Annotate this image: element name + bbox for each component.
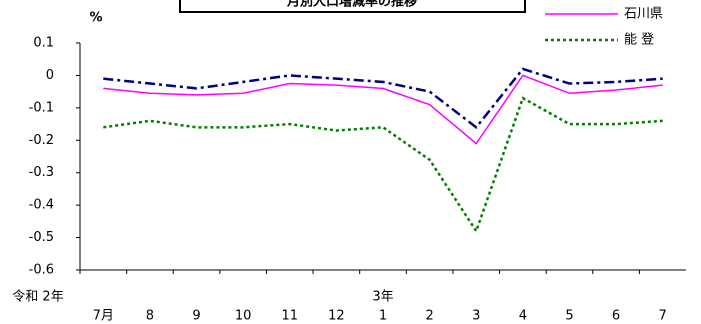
y-tick-label: -0.1 xyxy=(29,100,54,115)
year-label: 令和 2年 xyxy=(12,290,63,305)
x-tick-label: 12 xyxy=(328,309,345,324)
x-tick-label: 1 xyxy=(379,309,387,324)
year-label: 3年 xyxy=(372,290,393,305)
x-tick-label: 9 xyxy=(192,309,200,324)
chart-title: 月別人口増減率の推移 xyxy=(286,0,417,10)
x-tick-label: 10 xyxy=(235,309,252,324)
y-tick-label: -0.2 xyxy=(29,133,54,148)
y-tick-label: -0.4 xyxy=(29,198,54,213)
y-tick-label: 0 xyxy=(46,68,54,83)
x-tick-label: 11 xyxy=(281,309,298,324)
x-tick-label: 4 xyxy=(519,309,527,324)
x-tick-label: 7月 xyxy=(93,309,114,324)
y-tick-label: -0.3 xyxy=(29,165,54,180)
x-tick-label: 5 xyxy=(565,309,573,324)
x-tick-label: 8 xyxy=(146,309,154,324)
y-axis-label: % xyxy=(89,11,102,26)
y-tick-label: -0.5 xyxy=(29,230,54,245)
y-tick-label: 0.1 xyxy=(33,36,54,51)
legend-label: 能 登 xyxy=(624,33,654,48)
x-tick-label: 3 xyxy=(472,309,480,324)
series-line xyxy=(103,74,663,145)
x-tick-label: 6 xyxy=(612,309,620,324)
y-tick-label: -0.6 xyxy=(29,263,54,278)
x-tick-label: 2 xyxy=(425,309,433,324)
series-line xyxy=(103,67,663,130)
legend-label: 石川県 xyxy=(624,7,663,22)
x-tick-label: 7 xyxy=(659,309,667,324)
title-box xyxy=(179,0,526,13)
series-line xyxy=(103,96,663,234)
